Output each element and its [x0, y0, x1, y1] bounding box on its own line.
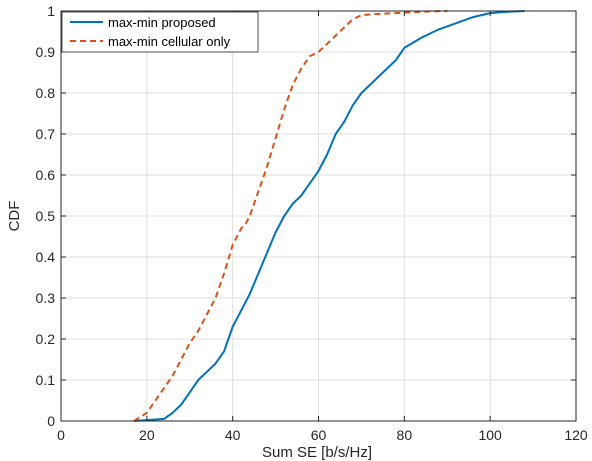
legend-label-cellular-only: max-min cellular only	[108, 34, 231, 49]
x-tick-label: 80	[397, 427, 413, 443]
series-line-proposed	[133, 10, 525, 422]
y-tick-label: 0.6	[36, 167, 56, 183]
x-tick-label: 40	[225, 427, 241, 443]
y-tick-labels: 0 0.1 0.2 0.3 0.4 0.5 0.6 0.7 0.8 0.9 1	[36, 3, 56, 429]
y-tick-label: 0.5	[36, 208, 56, 224]
y-tick-label: 0.7	[36, 126, 56, 142]
y-tick-label: 0.8	[36, 85, 56, 101]
y-tick-label: 0.1	[36, 372, 56, 388]
y-tick-label: 0.9	[36, 44, 56, 60]
x-tick-label: 60	[311, 427, 327, 443]
y-tick-label: 0.4	[36, 249, 56, 265]
y-tick-label: 1	[47, 3, 55, 19]
series-lines	[133, 10, 525, 422]
legend: max-min proposed max-min cellular only	[61, 11, 259, 53]
y-tick-label: 0.3	[36, 290, 56, 306]
y-axis-title: CDF	[6, 201, 23, 232]
x-tick-label: 0	[57, 427, 65, 443]
x-tick-label: 120	[564, 427, 588, 443]
x-tick-label: 20	[139, 427, 155, 443]
y-tick-label: 0.2	[36, 331, 56, 347]
x-axis-title: Sum SE [b/s/Hz]	[262, 444, 372, 461]
y-tick-label: 0	[47, 413, 55, 429]
x-tick-labels: 0 20 40 60 80 100 120	[57, 427, 588, 443]
tick-marks	[60, 10, 577, 422]
series-line-cellular-only	[133, 10, 448, 422]
legend-box	[61, 11, 259, 53]
x-tick-label: 100	[478, 427, 502, 443]
legend-label-proposed: max-min proposed	[108, 15, 216, 30]
